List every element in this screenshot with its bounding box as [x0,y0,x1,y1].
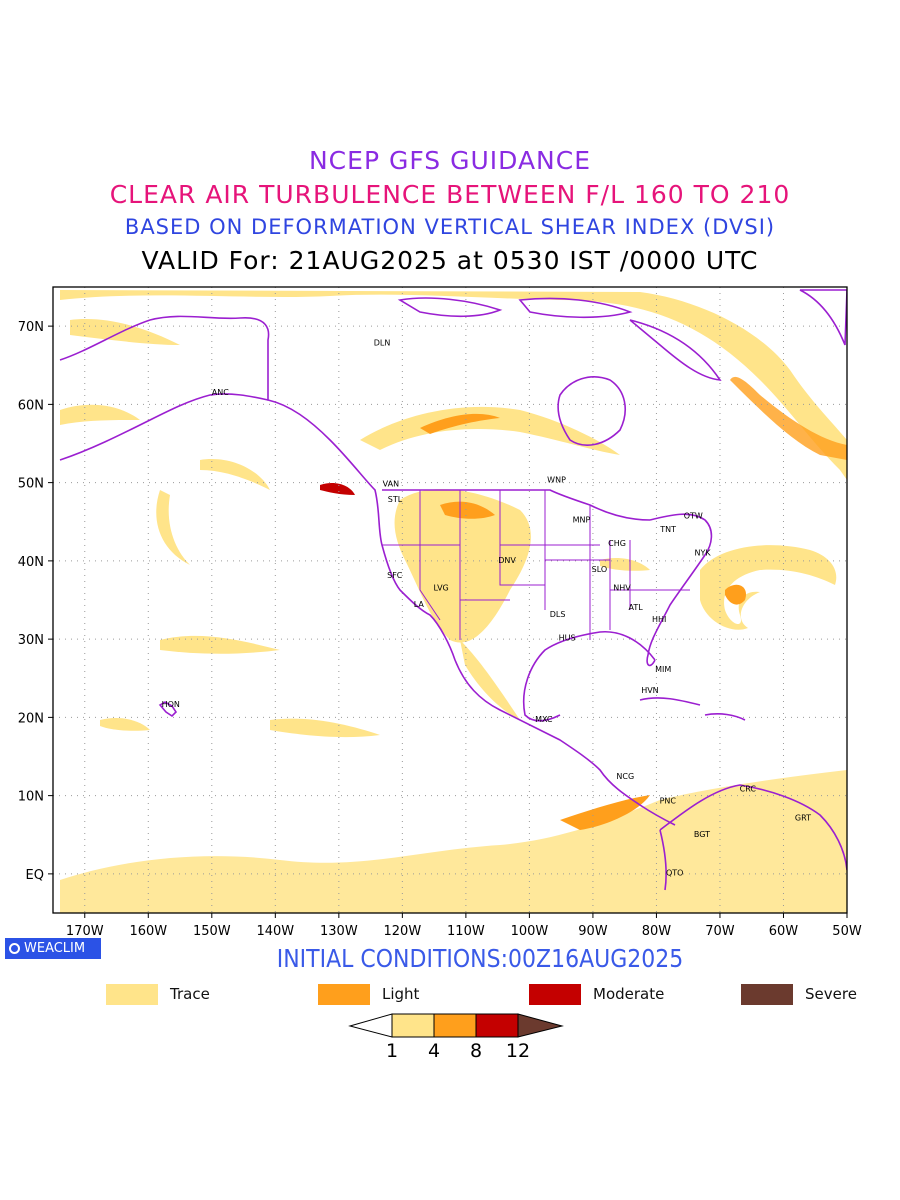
lon-tick-label: 150W [193,924,231,939]
lon-tick-label: 170W [66,924,104,939]
legend-label-trace: Trace [170,985,210,1003]
lon-tick-label: 160W [129,924,167,939]
title-turbulence: CLEAR AIR TURBULENCE BETWEEN F/L 160 TO … [109,180,791,209]
legend-item-light: Light [318,983,419,1005]
colorbar-tick-12: 12 [505,1040,531,1062]
legend-swatch-trace [106,983,158,1005]
weaclim-badge: WEACLIM [5,938,101,959]
title-index-basis: BASED ON DEFORMATION VERTICAL SHEAR INDE… [124,215,776,239]
initial-conditions: INITIAL CONDITIONS:00Z16AUG2025 [276,944,684,973]
station-label-ncg: NCG [616,772,634,781]
station-label-chg: CHG [608,539,626,548]
station-label-wnp: WNP [547,476,566,485]
title-guidance: NCEP GFS GUIDANCE [308,146,591,175]
station-label-hvn: HVN [641,686,658,695]
colorbar-tick-1: 1 [385,1040,399,1062]
legend-label-light: Light [382,985,420,1003]
station-label-lvg: LVG [433,584,448,593]
station-label-grt: GRT [795,814,811,823]
colorbar [348,1013,564,1038]
lon-tick-label: 110W [447,924,485,939]
station-label-anc: ANC [212,388,229,397]
lon-tick-label: 100W [511,924,549,939]
legend-item-moderate: Moderate [529,983,664,1005]
title-valid-time: VALID For: 21AUG2025 at 0530 IST /0000 U… [141,246,759,275]
legend-label-moderate: Moderate [593,985,665,1003]
lon-tick-label: 130W [320,924,358,939]
station-label-mxc: MXC [535,715,553,724]
station-label-dls: DLS [550,610,566,619]
lat-tick-label: 70N [18,320,44,335]
station-label-sfc: SFC [387,571,403,580]
station-label-tnt: TNT [659,525,676,534]
station-label-bgt: BGT [694,830,710,839]
state-boundaries [382,490,690,640]
station-label-dnv: DNV [498,556,516,565]
station-label-pnc: PNC [660,796,677,805]
station-labels: DLN ANC VAN STL WNP MNP TNT OTW CHG NYK DNV SFC LVG S… [162,339,811,878]
legend-swatch-light [318,983,370,1005]
circle-logo-icon [9,943,20,954]
station-label-nhv: NHV [613,584,631,593]
station-label-atl: ATL [628,603,643,612]
axis-labels: 70N 60N 50N 40N 30N 20N 10N EQ 170W 160W 150W 140W 1… [18,320,862,939]
colorbar-segment-moderate [475,1013,519,1038]
lat-tick-label: EQ [26,868,44,883]
legend-swatch-severe [741,983,793,1005]
lon-tick-label: 60W [769,924,799,939]
station-label-stl: STL [388,495,403,504]
station-label-nyk: NYK [695,548,712,557]
station-label-dln: DLN [374,339,391,348]
station-label-qto: QTO [666,868,683,877]
colorbar-segment-trace [391,1013,435,1038]
lon-tick-label: 120W [384,924,422,939]
station-label-slo: SLO [592,565,608,574]
colorbar-over-triangle [517,1013,564,1038]
lat-tick-label: 50N [18,477,44,492]
station-label-mim: MIM [655,665,671,674]
colorbar-segment-light [433,1013,477,1038]
legend-item-severe: Severe [741,983,857,1005]
lon-tick-label: 140W [256,924,294,939]
legend-label-severe: Severe [805,985,857,1003]
station-label-mnp: MNP [573,516,591,525]
badge-label: WEACLIM [24,941,86,956]
legend-item-trace: Trace [106,983,210,1005]
station-label-van: VAN [383,480,399,489]
station-label-hus: HUS [559,634,576,643]
lon-tick-label: 50W [832,924,862,939]
station-label-hhi: HHI [652,615,666,624]
legend-swatch-moderate [529,983,581,1005]
station-label-otw: OTW [684,512,703,521]
map-frame [52,286,848,914]
coastlines [59,289,847,891]
station-label-hon: HON [162,700,180,709]
colorbar-tick-4: 4 [427,1040,441,1062]
lat-tick-label: 40N [18,555,44,570]
colorbar-tick-8: 8 [469,1040,483,1062]
station-label-la: LA [414,600,425,609]
station-label-crc: CRC [740,785,757,794]
lon-tick-label: 70W [705,924,735,939]
turbulence-shading [60,290,847,913]
lat-tick-label: 30N [18,633,44,648]
colorbar-under-triangle [348,1013,393,1038]
lon-tick-label: 90W [578,924,608,939]
lat-tick-label: 20N [18,711,44,726]
lat-tick-label: 10N [18,790,44,805]
lon-tick-label: 80W [642,924,672,939]
lat-tick-label: 60N [18,398,44,413]
